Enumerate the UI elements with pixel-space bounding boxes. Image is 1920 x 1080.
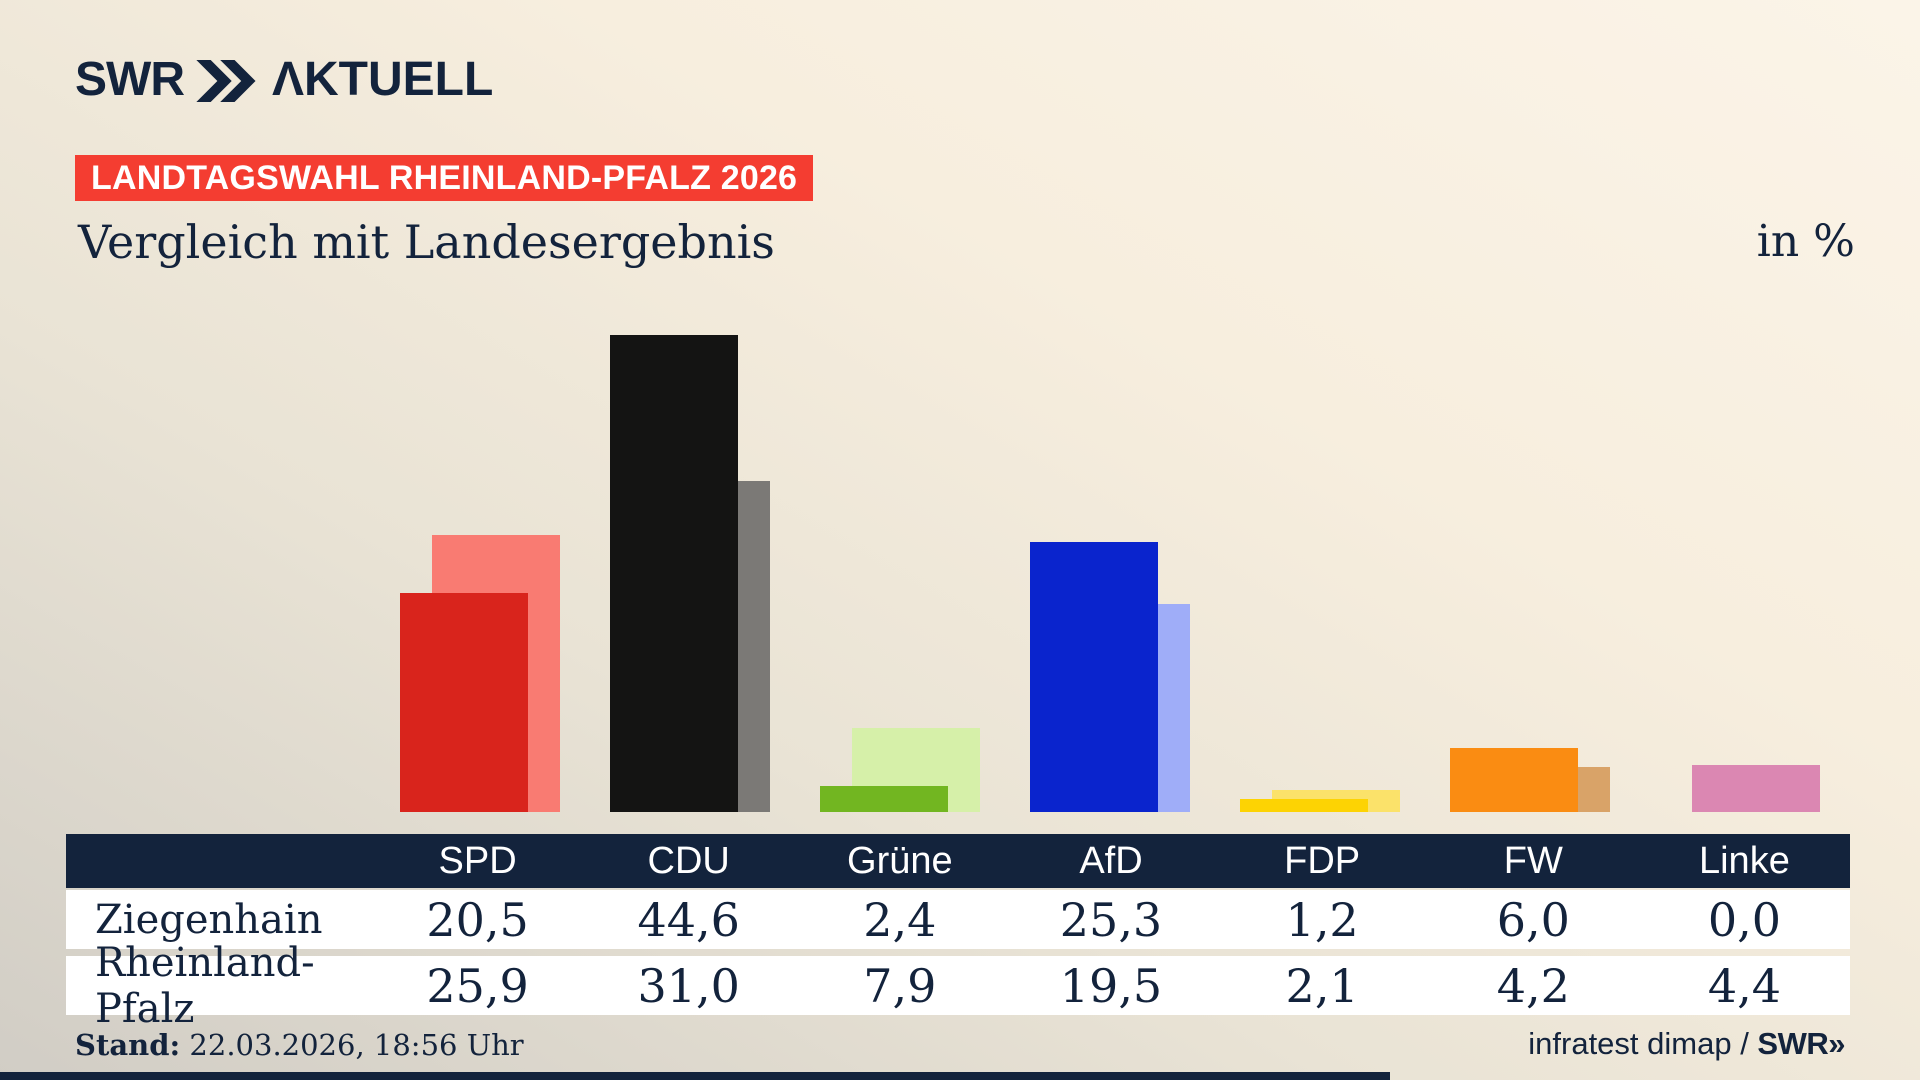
timestamp-label: Stand:	[75, 1028, 181, 1062]
bottom-bar	[0, 1072, 1390, 1080]
unit-label: in %	[1756, 216, 1855, 267]
value-Linke-Ziegenhain: 0,0	[1707, 892, 1781, 947]
page-title: Vergleich mit Landesergebnis	[78, 215, 775, 269]
table-row-ziegenhain: Ziegenhain 20,5 44,6 2,4 25,3 1,2 6,0 0,0	[66, 890, 1850, 949]
value-CDU-Rheinland-Pfalz: 31,0	[637, 958, 740, 1013]
value-SPD-Rheinland-Pfalz: 25,9	[426, 958, 529, 1013]
bar-Linke-Rheinland-Pfalz	[1692, 765, 1820, 812]
double-chevron-right-icon	[194, 60, 256, 102]
row-label: Rheinland-Pfalz	[95, 939, 315, 1032]
table-row-rheinland-pfalz: Rheinland-Pfalz 25,9 31,0 7,9 19,5 2,1 4,2 4,4	[66, 939, 1850, 1032]
aktuell-wordmark: ΛKTUELL	[271, 53, 494, 106]
source-credit: infratest dimap / SWR»	[1528, 1026, 1845, 1062]
value-CDU-Ziegenhain: 44,6	[637, 892, 740, 947]
timestamp: Stand: 22.03.2026, 18:56 Uhr	[75, 1028, 524, 1062]
value-Linke-Rheinland-Pfalz: 4,4	[1707, 958, 1781, 1013]
column-header-Linke: Linke	[1698, 839, 1790, 882]
swr-aktuell-logo: SWR ΛKTUELL	[75, 56, 493, 104]
value-FW-Rheinland-Pfalz: 4,2	[1496, 958, 1570, 1013]
source-swr-logo: SWR»	[1757, 1026, 1845, 1061]
column-header-CDU: CDU	[647, 839, 730, 882]
value-Grüne-Ziegenhain: 2,4	[863, 892, 937, 947]
bar-FDP-Ziegenhain	[1240, 799, 1368, 812]
timestamp-value: 22.03.2026, 18:56 Uhr	[180, 1028, 524, 1062]
bar-SPD-Ziegenhain	[400, 593, 528, 812]
column-header-Grüne: Grüne	[847, 839, 953, 882]
column-header-FW: FW	[1503, 839, 1563, 882]
table-header-row: SPD CDU Grüne AfD FDP FW Linke	[66, 834, 1850, 888]
value-SPD-Ziegenhain: 20,5	[426, 892, 529, 947]
value-AfD-Ziegenhain: 25,3	[1059, 892, 1163, 947]
bar-FW-Ziegenhain	[1450, 748, 1578, 812]
bar-Grüne-Ziegenhain	[820, 786, 948, 812]
column-header-SPD: SPD	[438, 839, 517, 882]
value-AfD-Rheinland-Pfalz: 19,5	[1059, 958, 1163, 1013]
row-label: Ziegenhain	[95, 896, 323, 943]
election-badge: LANDTAGSWAHL RHEINLAND-PFALZ 2026	[75, 155, 814, 201]
value-Grüne-Rheinland-Pfalz: 7,9	[863, 958, 937, 1013]
table-header-empty	[66, 834, 372, 888]
value-FW-Ziegenhain: 6,0	[1496, 892, 1570, 947]
value-FDP-Rheinland-Pfalz: 2,1	[1285, 958, 1359, 1013]
swr-wordmark: SWR	[75, 53, 185, 106]
column-header-FDP: FDP	[1284, 839, 1361, 882]
bar-AfD-Ziegenhain	[1030, 542, 1158, 812]
column-header-AfD: AfD	[1079, 839, 1143, 882]
bar-CDU-Ziegenhain	[610, 335, 738, 812]
results-table: SPD CDU Grüne AfD FDP FW Linke Ziegenhain 20,5…	[66, 834, 1850, 1032]
value-FDP-Ziegenhain: 1,2	[1285, 892, 1359, 947]
source-text: infratest dimap /	[1528, 1026, 1758, 1061]
